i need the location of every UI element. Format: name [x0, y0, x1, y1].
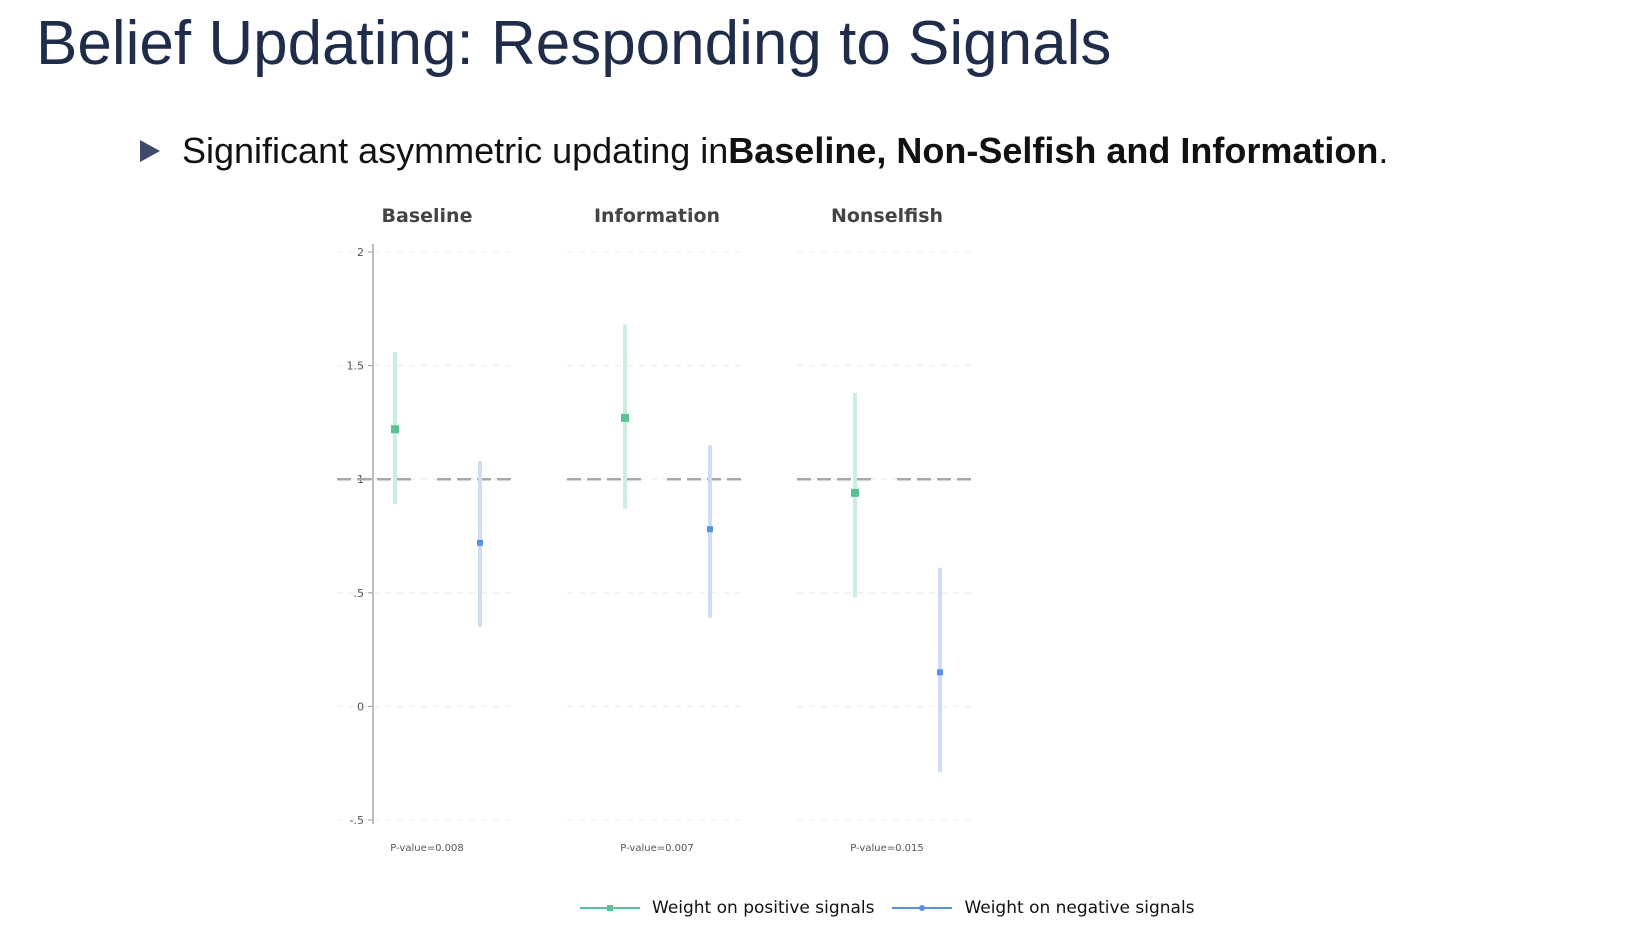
- bullet-text-emphasis: Baseline, Non-Selfish and Information: [728, 130, 1379, 171]
- panel-footer-pvalue: P-value=0.008: [390, 843, 463, 854]
- y-tick-label: -.5: [350, 814, 364, 827]
- point-estimate-negative: [937, 669, 943, 676]
- panel-title: Nonselfish: [831, 205, 943, 227]
- point-estimate-positive: [621, 413, 629, 422]
- slide-title: Belief Updating: Responding to Signals: [36, 9, 1112, 78]
- point-estimate-negative: [477, 539, 483, 546]
- bullet-text-prefix: Significant asymmetric updating in: [182, 130, 729, 171]
- legend-label-negative: Weight on negative signals: [964, 898, 1195, 918]
- bullet-text-suffix: .: [1378, 130, 1389, 171]
- legend-label-positive: Weight on positive signals: [652, 898, 875, 918]
- bullet-triangle-icon: [140, 140, 160, 162]
- chart-legend: Weight on positive signals Weight on neg…: [580, 898, 1195, 918]
- y-tick-label: 1.5: [347, 360, 365, 373]
- point-estimate-negative: [707, 526, 713, 533]
- y-tick-label: .5: [354, 587, 365, 600]
- panel-title: Baseline: [382, 205, 473, 227]
- panel-footer-pvalue: P-value=0.015: [850, 843, 923, 854]
- y-tick-label: 2: [357, 246, 364, 259]
- panel-title: Information: [594, 205, 720, 227]
- panel-footer-pvalue: P-value=0.007: [620, 843, 693, 854]
- legend-swatch-negative: [892, 905, 953, 911]
- point-estimate-positive: [391, 425, 399, 434]
- bullet-point: Significant asymmetric updating in Basel…: [140, 130, 1388, 172]
- y-tick-label: 0: [357, 700, 364, 713]
- point-estimate-positive: [851, 488, 859, 497]
- legend-item-negative: Weight on negative signals: [892, 898, 1195, 918]
- legend-item-positive: Weight on positive signals: [580, 898, 874, 918]
- legend-swatch-positive: [580, 905, 640, 911]
